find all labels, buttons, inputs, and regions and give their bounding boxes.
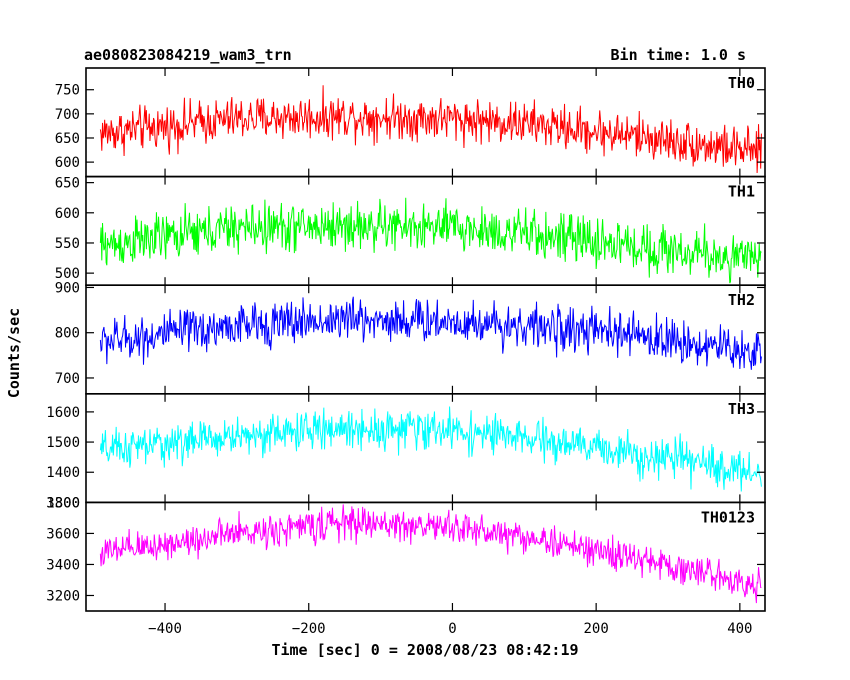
y-tick-label: 3400 bbox=[46, 557, 80, 573]
panels-group: 600 650 700 750 TH0 500 550 600 650 TH1 700 800 900 T… bbox=[46, 67, 766, 637]
x-tick-label: 0 bbox=[448, 621, 456, 637]
panel-label-th0123: TH0123 bbox=[701, 508, 755, 526]
y-tick-label: 750 bbox=[55, 83, 80, 99]
y-tick-label: 1300 bbox=[46, 495, 80, 511]
x-tick-label: −400 bbox=[148, 621, 182, 637]
bin-time-label: Bin time: 1.0 s bbox=[611, 46, 746, 64]
panel-label-th3: TH3 bbox=[728, 400, 755, 418]
x-tick-label: −200 bbox=[292, 621, 326, 637]
y-tick-label: 600 bbox=[55, 155, 80, 171]
y-tick-label: 3200 bbox=[46, 588, 80, 604]
y-tick-label: 800 bbox=[55, 326, 80, 342]
y-tick-label: 900 bbox=[55, 280, 80, 296]
y-axis-label: Counts/sec bbox=[5, 308, 23, 398]
panel-frame bbox=[85, 501, 766, 612]
y-tick-label: 700 bbox=[55, 107, 80, 123]
series-line-th0 bbox=[99, 85, 762, 173]
series-line-th3 bbox=[99, 406, 762, 492]
panel-frame bbox=[85, 284, 766, 395]
series-line-th0123 bbox=[99, 504, 762, 604]
y-tick-label: 1500 bbox=[46, 435, 80, 451]
x-tick-label: 400 bbox=[727, 621, 752, 637]
chart-title: ae080823084219_wam3_trn bbox=[84, 46, 292, 64]
y-tick-label: 600 bbox=[55, 206, 80, 222]
y-tick-label: 500 bbox=[55, 266, 80, 282]
y-tick-label: 1400 bbox=[46, 465, 80, 481]
y-tick-label: 650 bbox=[55, 131, 80, 147]
series-line-th1 bbox=[99, 197, 762, 284]
panel-label-th0: TH0 bbox=[728, 74, 755, 92]
x-tick-label: 200 bbox=[583, 621, 608, 637]
y-tick-label: 700 bbox=[55, 371, 80, 387]
panel-label-th1: TH1 bbox=[728, 183, 755, 201]
series-line-th2 bbox=[99, 296, 762, 370]
panel-label-th2: TH2 bbox=[728, 291, 755, 309]
y-tick-label: 550 bbox=[55, 236, 80, 252]
y-tick-label: 3600 bbox=[46, 526, 80, 542]
x-axis-label: Time [sec] 0 = 2008/08/23 08:42:19 bbox=[271, 641, 578, 659]
y-tick-label: 3800 bbox=[46, 495, 80, 511]
y-tick-label: 650 bbox=[55, 176, 80, 192]
y-tick-label: 1600 bbox=[46, 405, 80, 421]
